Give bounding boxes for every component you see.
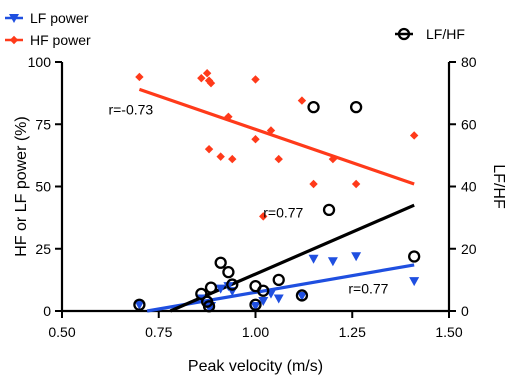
x-tick-label: 1.50: [435, 324, 462, 340]
point-hf: [328, 154, 338, 164]
point-ratio: [257, 284, 270, 297]
point-hf: [206, 78, 216, 88]
point-hf: [259, 212, 268, 221]
legend-marker-ratio: [397, 27, 411, 41]
legend-marker-hf: [9, 35, 19, 45]
point-ratio: [204, 281, 218, 294]
point-lf: [250, 302, 261, 312]
point-ratio: [222, 265, 235, 279]
point-lf: [258, 297, 269, 307]
x-axis-title: Peak velocity (m/s): [188, 358, 323, 375]
point-ratio: [272, 273, 285, 287]
fit-lines: [138, 87, 415, 313]
point-ratio: [249, 298, 262, 311]
point-hf: [224, 112, 233, 121]
point-ratio: [214, 256, 227, 269]
y-left-tick-label: 50: [35, 179, 51, 195]
point-ratio: [202, 300, 216, 313]
point-lf: [134, 300, 145, 310]
point-ratio: [322, 203, 336, 216]
point-ratio: [295, 289, 309, 302]
point-hf: [274, 154, 283, 164]
x-tick-label: 1.25: [339, 324, 366, 340]
y-right-tick-label: 60: [461, 116, 477, 132]
y-left-tick-label: 0: [43, 303, 51, 319]
point-hf: [351, 179, 361, 189]
y-axis-title-right: LF/HF: [490, 164, 505, 209]
annotations: r=-0.73 r=0.77 r=0.77: [108, 101, 388, 296]
point-lf: [308, 254, 319, 264]
point-hf: [202, 69, 212, 78]
x-tick-label: 0.50: [48, 324, 75, 340]
point-ratio: [307, 100, 320, 114]
y-right-tick-label: 0: [461, 303, 469, 319]
y-left-tick-label: 75: [35, 116, 51, 132]
point-ratio: [408, 250, 421, 263]
point-lf: [296, 292, 307, 302]
legend: LF power HF power LF/HF: [5, 10, 465, 48]
annotation-hf: r=-0.73: [108, 101, 153, 117]
point-lf: [409, 277, 420, 287]
y-right-tick-label: 80: [461, 54, 477, 70]
point-hf: [204, 76, 214, 85]
point-lf: [215, 284, 226, 294]
point-lf: [351, 252, 362, 262]
legend-label-hf: HF power: [30, 32, 91, 48]
point-ratio: [226, 278, 239, 291]
point-hf: [297, 96, 307, 105]
legend-label-lf: LF power: [30, 10, 89, 26]
point-ratio: [349, 100, 363, 114]
point-hf: [204, 144, 214, 154]
point-hf: [216, 152, 225, 161]
point-hf: [409, 131, 419, 140]
legend-marker-lf: [9, 14, 19, 23]
annotation-ratio: r=0.77: [263, 205, 303, 221]
point-hf: [251, 134, 260, 144]
point-lf: [273, 294, 284, 304]
fit-line-hf: [138, 87, 415, 186]
data-points: [133, 69, 421, 313]
x-tick-label: 0.75: [145, 324, 172, 340]
point-hf: [266, 126, 276, 135]
point-ratio: [133, 298, 146, 311]
legend-label-ratio: LF/HF: [426, 26, 465, 42]
y-left-tick-label: 100: [28, 54, 52, 70]
annotation-lf: r=0.77: [348, 281, 388, 297]
point-hf: [228, 154, 237, 164]
point-hf: [251, 75, 260, 84]
x-tick-label: 1.00: [242, 324, 269, 340]
y-right-tick-label: 40: [461, 179, 477, 195]
y-axis-title-left: HF or LF power (%): [13, 116, 30, 256]
y-left-tick-label: 25: [35, 241, 51, 257]
axis-labels: 0.50 0.75 1.00 1.25 1.50 0 25 50 75 100 0 20 40 60 80 P…: [13, 54, 505, 375]
point-hf: [135, 72, 144, 82]
point-lf: [327, 257, 338, 267]
y-right-tick-label: 20: [461, 241, 477, 257]
point-hf: [309, 179, 318, 189]
point-hf: [197, 73, 206, 83]
point-ratio: [195, 287, 208, 301]
